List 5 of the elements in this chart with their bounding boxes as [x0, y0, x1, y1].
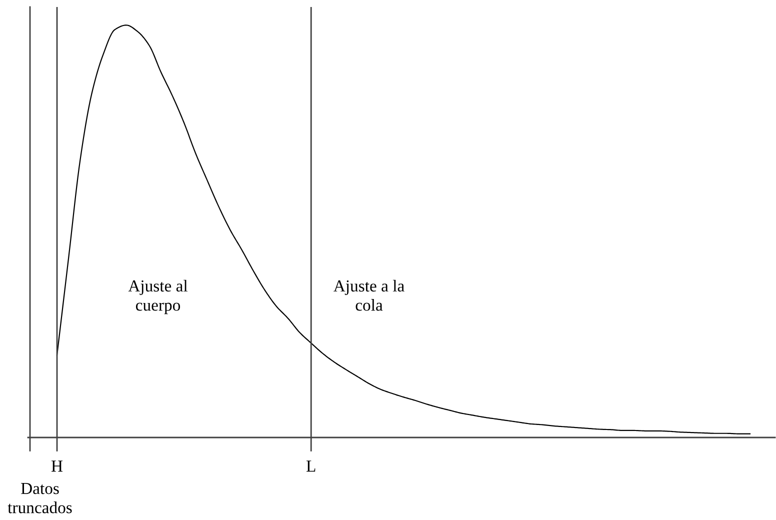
annotation: Ajuste a la cola: [334, 280, 404, 311]
x-tick-label: H: [51, 460, 63, 472]
text: Datos truncados: [8, 483, 72, 514]
x-tick-label: L: [306, 460, 316, 472]
annotation: Ajuste al cuerpo: [128, 280, 188, 314]
